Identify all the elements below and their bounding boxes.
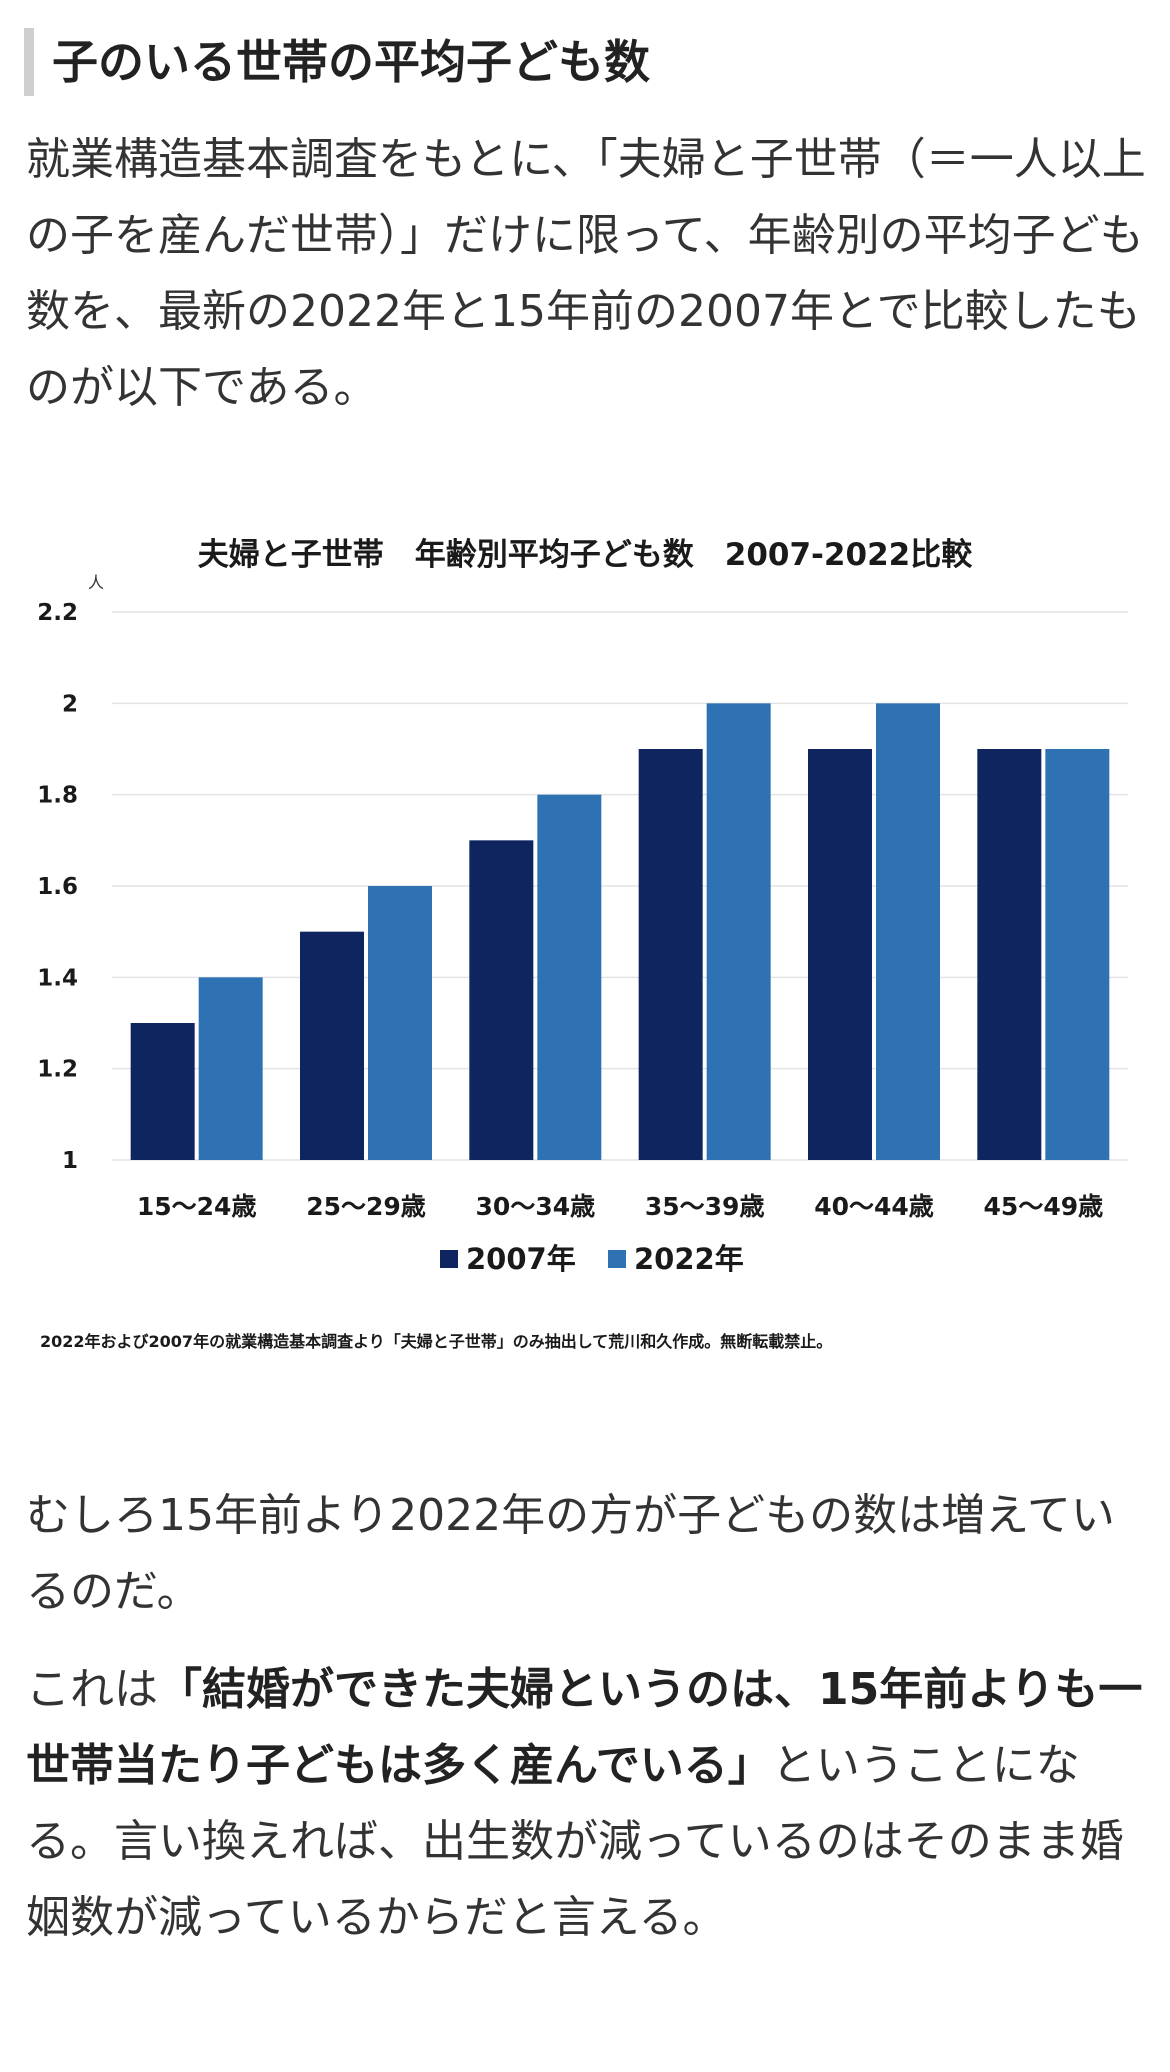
intro-paragraph: 就業構造基本調査をもとに、「夫婦と子世帯（＝一人以上の子を産んだ世帯）」だけに限… (26, 134, 1146, 413)
bar-2022年-40～44歳 (876, 703, 940, 1160)
x-category-label: 45～49歳 (984, 1192, 1104, 1221)
bar-2007年-25～29歳 (300, 931, 364, 1160)
legend-swatch (440, 1250, 458, 1268)
chart-title: 夫婦と子世帯 年齢別平均子ども数 2007-2022比較 (198, 537, 973, 573)
x-category-label: 15～24歳 (137, 1192, 257, 1221)
x-axis-categories: 15～24歳 25～29歳 30～34歳 35～39歳 40～44歳 45～49歳 (137, 1192, 1103, 1221)
chart-source-note: 2022年および2007年の就業構造基本調査より「夫婦と子世帯」のみ抽出して荒川… (40, 1332, 832, 1351)
y-tick-label: 1.8 (37, 783, 78, 809)
conclusion-post: ということになる。言い換えれば、出生数が減っているのはそのまま婚姻数が減っている… (26, 1740, 1124, 1943)
y-unit-label: 人 (88, 573, 104, 592)
result-paragraph: むしろ15年前より2022年の方が子どもの数は増えているのだ。 (26, 1490, 1115, 1617)
y-tick-label: 2.2 (37, 600, 78, 626)
y-axis-ticks: 1 1.2 1.4 1.6 1.8 2 2.2 (37, 600, 78, 1174)
x-category-label: 35～39歳 (645, 1192, 765, 1221)
y-tick-label: 1.4 (37, 965, 78, 991)
y-tick-label: 1.6 (37, 874, 78, 900)
bar-chart: 夫婦と子世帯 年齢別平均子ども数 2007-2022比較 人 1 1.2 1.4 1.… (37, 537, 1128, 1351)
bar-2007年-40～44歳 (808, 749, 872, 1160)
legend-label: 2007年 (466, 1242, 576, 1276)
bar-2022年-35～39歳 (706, 703, 771, 1160)
conclusion-paragraph: これは「結婚ができた夫婦というのは、15年前よりも一世帯当たり子どもは多く産んで… (26, 1652, 1151, 1956)
section-heading: 子のいる世帯の平均子ども数 (24, 28, 1144, 96)
bars (130, 703, 1110, 1160)
grid-lines (112, 611, 1128, 1161)
bar-2007年-30～34歳 (469, 840, 534, 1160)
bar-2007年-45～49歳 (977, 749, 1042, 1160)
bar-2007年-35～39歳 (638, 749, 703, 1160)
x-category-label: 25～29歳 (306, 1192, 426, 1221)
conclusion-bold: 「結婚ができた夫婦というのは、15年前よりも一世帯当たり子どもは多く産んでいる」 (26, 1664, 1143, 1791)
legend: 2007年 2022年 (440, 1242, 744, 1276)
bar-2022年-45～49歳 (1045, 749, 1110, 1160)
y-tick-label: 1 (62, 1148, 78, 1174)
conclusion-pre: これは (26, 1664, 158, 1715)
legend-label: 2022年 (634, 1242, 744, 1276)
x-category-label: 40～44歳 (814, 1192, 934, 1221)
bar-2022年-30～34歳 (537, 794, 602, 1160)
x-category-label: 30～34歳 (476, 1192, 596, 1221)
bar-2022年-25～29歳 (368, 886, 432, 1160)
y-tick-label: 1.2 (37, 1057, 78, 1083)
legend-swatch (608, 1250, 626, 1268)
bar-2022年-15～24歳 (198, 977, 263, 1160)
heading-text: 子のいる世帯の平均子ども数 (52, 35, 650, 89)
bar-2007年-15～24歳 (130, 1023, 195, 1160)
y-tick-label: 2 (62, 691, 78, 717)
